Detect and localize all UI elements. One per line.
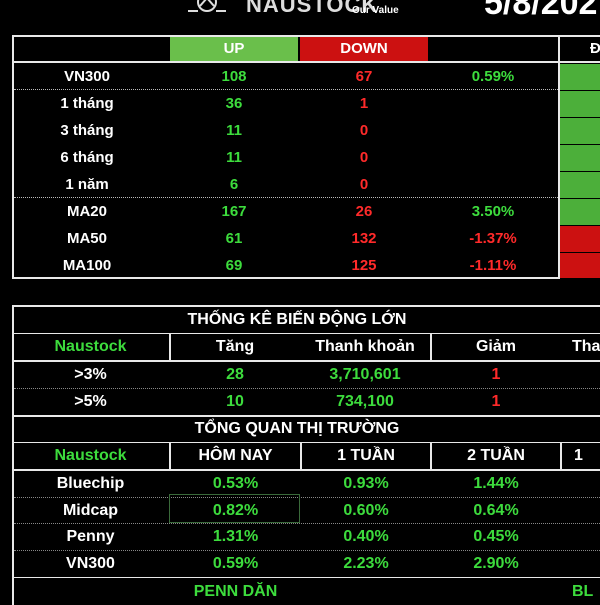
down-count: 0	[359, 149, 369, 166]
vol-row-tang: 10	[226, 393, 244, 410]
vol-row-tang: 28	[226, 366, 244, 383]
row-label: MA20	[66, 203, 107, 220]
up-count: 69	[225, 257, 243, 274]
down-count: 125	[351, 257, 377, 274]
vol-header-thanh-khoan: Thanh khoản	[315, 338, 415, 355]
row-label: VN300	[64, 68, 110, 85]
up-count: 11	[226, 149, 242, 166]
trend-bar	[560, 199, 600, 225]
col-header-up: UP	[170, 37, 298, 61]
vol-row-thanh-khoan: 3,710,601	[329, 366, 401, 383]
brand-name: NAUSTOCK	[246, 0, 379, 17]
mkt-row-1-week: 0.60%	[343, 502, 389, 519]
vol-row-giam: 1	[491, 393, 501, 410]
mkt-row-2-weeks: 1.44%	[473, 475, 519, 492]
footer-label: PENN DĂN	[193, 583, 278, 600]
down-count: 26	[355, 203, 373, 220]
trend-bar	[560, 64, 600, 90]
mkt-row-1-week: 2.23%	[343, 555, 389, 572]
down-count: 67	[355, 68, 373, 85]
highlighted-cell	[169, 494, 300, 523]
market-title: TỔNG QUAN THỊ TRƯỜNG	[194, 420, 400, 437]
naustock-logo-icon	[186, 0, 228, 14]
col-header-extra: Đ	[590, 40, 600, 57]
trend-bar	[560, 145, 600, 171]
col-header-down: DOWN	[300, 37, 428, 61]
row-label: 3 tháng	[60, 122, 114, 139]
row-label: 1 năm	[65, 176, 109, 193]
mkt-header-extra: 1	[574, 447, 583, 464]
mkt-row-1-week: 0.93%	[343, 475, 389, 492]
up-count: 61	[225, 230, 243, 247]
mkt-header-naustock: Naustock	[54, 447, 127, 464]
vol-row-label: >3%	[74, 366, 107, 383]
down-count: 1	[359, 95, 369, 112]
mkt-row-1-week: 0.40%	[343, 528, 389, 545]
mkt-row-label: Bluechip	[56, 475, 125, 492]
trend-bar	[560, 172, 600, 198]
pct-change	[428, 90, 558, 117]
mkt-header-1-week: 1 TUẦN	[337, 447, 395, 464]
brand-tagline: Our Value	[352, 5, 399, 16]
statistics-table: THỐNG KÊ BIẾN ĐỘNG LỚN Naustock Tăng Tha…	[12, 305, 600, 605]
mkt-row-2-weeks: 2.90%	[473, 555, 519, 572]
pct-change: 0.59%	[471, 68, 515, 85]
up-count: 36	[225, 95, 243, 112]
up-count: 11	[226, 122, 242, 139]
row-label: 6 tháng	[60, 149, 114, 166]
pct-change: -1.11%	[469, 257, 517, 274]
down-count: 0	[359, 122, 369, 139]
mkt-header-2-weeks: 2 TUẦN	[467, 447, 525, 464]
pct-change	[428, 171, 558, 198]
mkt-row-today: 0.82%	[212, 502, 259, 519]
up-count: 108	[221, 68, 247, 85]
mkt-row-label: Midcap	[62, 502, 119, 519]
mkt-header-today: HÔM NAY	[198, 447, 273, 464]
row-label: 1 tháng	[60, 95, 114, 112]
mkt-row-2-weeks: 0.64%	[473, 502, 519, 519]
mkt-row-label: VN300	[66, 555, 115, 572]
breadth-summary-table: UP DOWN Đ VN300 108 67 0.59% 1 tháng 36 1 3 thá…	[12, 35, 600, 279]
mkt-row-today: 1.31%	[212, 528, 259, 545]
footer-label-extra: BL	[572, 583, 594, 600]
down-count: 132	[351, 230, 377, 247]
pct-change: 3.50%	[471, 203, 515, 220]
up-count: 167	[221, 203, 247, 220]
row-label: MA100	[62, 257, 112, 274]
down-count: 0	[359, 176, 369, 193]
trend-bar	[560, 253, 600, 278]
vol-row-label: >5%	[74, 393, 107, 410]
trend-bar	[560, 91, 600, 117]
volatility-title: THỐNG KÊ BIẾN ĐỘNG LỚN	[187, 311, 407, 328]
mkt-row-today: 0.59%	[212, 555, 259, 572]
pct-change: -1.37%	[469, 230, 517, 247]
vol-header-tang: Tăng	[215, 338, 255, 355]
vol-row-thanh-khoan: 734,100	[336, 393, 394, 410]
mkt-row-today: 0.53%	[212, 475, 259, 492]
mkt-row-label: Penny	[66, 528, 115, 545]
report-date: 5/8/202	[484, 0, 598, 22]
vol-header-giam: Giảm	[475, 338, 516, 355]
trend-bar	[560, 226, 600, 252]
pct-change	[428, 144, 558, 171]
pct-change	[428, 117, 558, 144]
mkt-row-2-weeks: 0.45%	[473, 528, 519, 545]
vol-row-giam: 1	[491, 366, 501, 383]
vol-header-extra: Tha	[572, 338, 600, 355]
vol-header-naustock: Naustock	[54, 338, 127, 355]
up-count: 6	[229, 176, 239, 193]
row-label: MA50	[66, 230, 107, 247]
trend-bar	[560, 118, 600, 144]
